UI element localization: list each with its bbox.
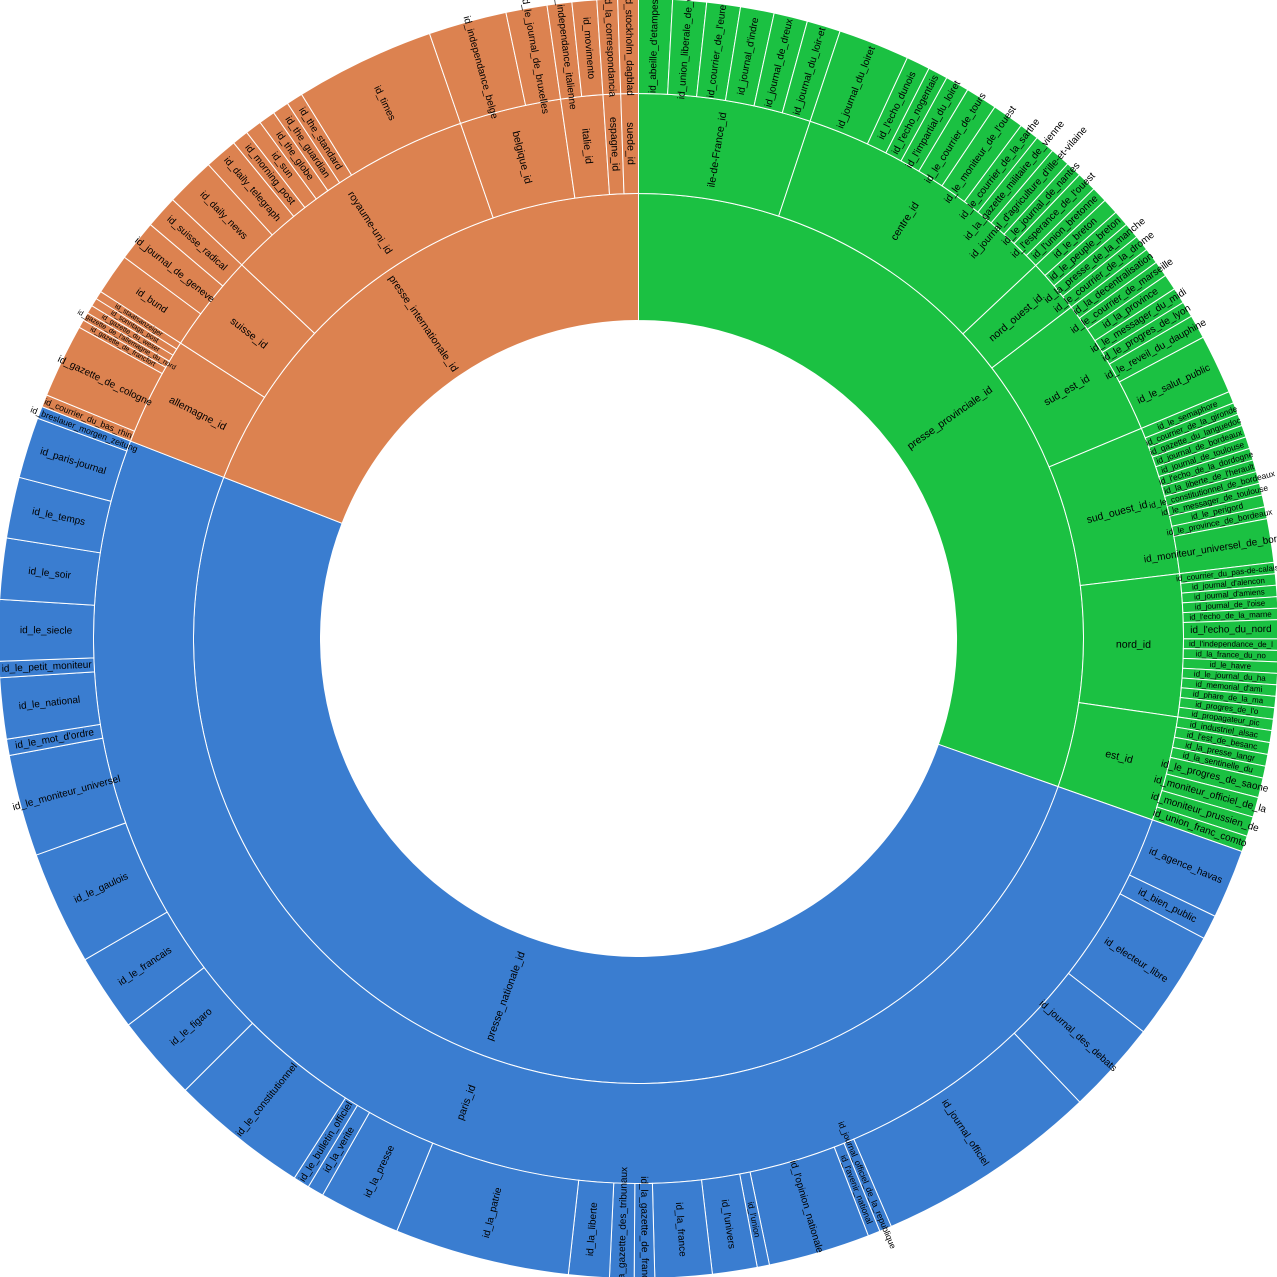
label-id-movimento: id_movimento bbox=[580, 17, 596, 80]
label-italie-id: italie_id bbox=[579, 128, 595, 165]
label-suede-id: suede_id bbox=[624, 122, 637, 165]
label-id-le-petit-moniteur: id_le_petit_moniteur bbox=[1, 660, 92, 675]
sector-id-stockholm-dagblad[interactable] bbox=[617, 0, 639, 95]
label-id-la-france: id_la_france bbox=[673, 1202, 688, 1258]
label-id-stockholm-dagblad: id_stockholm_dagblad bbox=[623, 0, 636, 96]
label-id-l-independance-de-l: id_l'independance_de_l bbox=[1189, 639, 1273, 649]
label-id-la-liberte: id_la_liberte bbox=[585, 1201, 600, 1256]
label-id-la-gazette-de-france: id_la_gazette_de_france bbox=[638, 1176, 650, 1277]
label-id-journal-de-l-oise: id_journal_de_l'oise bbox=[1195, 599, 1266, 612]
label-id-l-echo-de-la-marne: id_l'echo_de_la_marne bbox=[1189, 610, 1272, 622]
label-id-la-france-du-no: id_la_france_du_no bbox=[1196, 649, 1267, 660]
label-id-le-siecle: id_le_siecle bbox=[20, 625, 73, 637]
label-id-le-soir: id_le_soir bbox=[28, 566, 72, 582]
label-id-la-gazette-des-tribunaux: id_la_gazette_des_tribunaux bbox=[616, 1167, 630, 1277]
label-id-abeille-d-etampes: id_abeille_d'etampes bbox=[648, 0, 661, 93]
label-id-l-echo-du-nord: id_l'echo_du_nord bbox=[1190, 624, 1272, 636]
label-nord-id: nord_id bbox=[1116, 639, 1151, 651]
label-espagne-id: espagne_id bbox=[607, 117, 622, 172]
label-id-le-havre: id_le_havre bbox=[1210, 660, 1252, 671]
label-id-la-correspondancia: id_la_correspondancia bbox=[602, 0, 618, 98]
